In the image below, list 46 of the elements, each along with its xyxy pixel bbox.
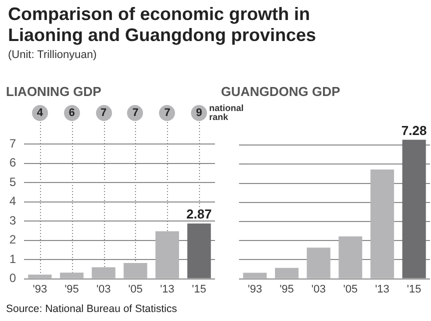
x-tick-label: '93 (248, 283, 262, 296)
y-tick-label: 2 (9, 232, 16, 247)
text: (Unit: Trillionyuan) (8, 49, 97, 61)
bar (28, 274, 52, 278)
data-label: 2.87 (186, 206, 212, 222)
bar (60, 272, 84, 278)
circle-badge: 6 (64, 105, 80, 121)
text: national rank (209, 103, 245, 122)
chart-title: GUANGDONG GDP (221, 84, 340, 99)
y-tick-label: 1 (9, 252, 16, 266)
bar (274, 268, 299, 278)
bar (402, 140, 426, 278)
source-note: Source: National Bureau of Statistics (6, 303, 178, 315)
bar (306, 248, 330, 278)
x-tick-label: '05 (128, 283, 143, 296)
y-tick-label: 7 (9, 136, 16, 150)
bar (155, 231, 180, 278)
circle-badge: 9 (191, 105, 208, 121)
y-tick-label: 3 (9, 213, 16, 228)
circle-badge: 7 (96, 105, 112, 121)
y-tick-label: 0 (9, 271, 16, 286)
circle-badge: 7 (127, 105, 144, 121)
x-tick-label: '03 (311, 283, 326, 296)
y-tick-label: 4 (9, 194, 16, 208)
bar (338, 236, 362, 278)
x-tick-label: '13 (375, 283, 390, 296)
x-tick-label: '03 (96, 283, 111, 296)
data-label: 7.28 (401, 122, 427, 138)
bar (243, 272, 267, 278)
bar (124, 263, 148, 278)
bar (187, 224, 211, 278)
x-tick-label: '15 (192, 283, 206, 296)
text: Comparison of economic growth in Liaoning and Guangdong provinces (8, 4, 318, 46)
bar (370, 170, 394, 278)
circle-badge: 7 (159, 105, 176, 121)
circle-badge: 4 (32, 105, 48, 121)
bar (92, 267, 116, 278)
x-tick-label: '13 (160, 283, 174, 296)
x-tick-label: '15 (406, 283, 422, 296)
x-tick-label: '93 (32, 283, 48, 296)
chart-title: LIAONING GDP (6, 84, 102, 99)
x-tick-label: '95 (64, 283, 79, 296)
x-tick-label: '95 (280, 283, 294, 296)
y-tick-label: 5 (9, 174, 16, 189)
y-tick-label: 6 (9, 156, 16, 170)
x-tick-label: '05 (343, 283, 358, 296)
